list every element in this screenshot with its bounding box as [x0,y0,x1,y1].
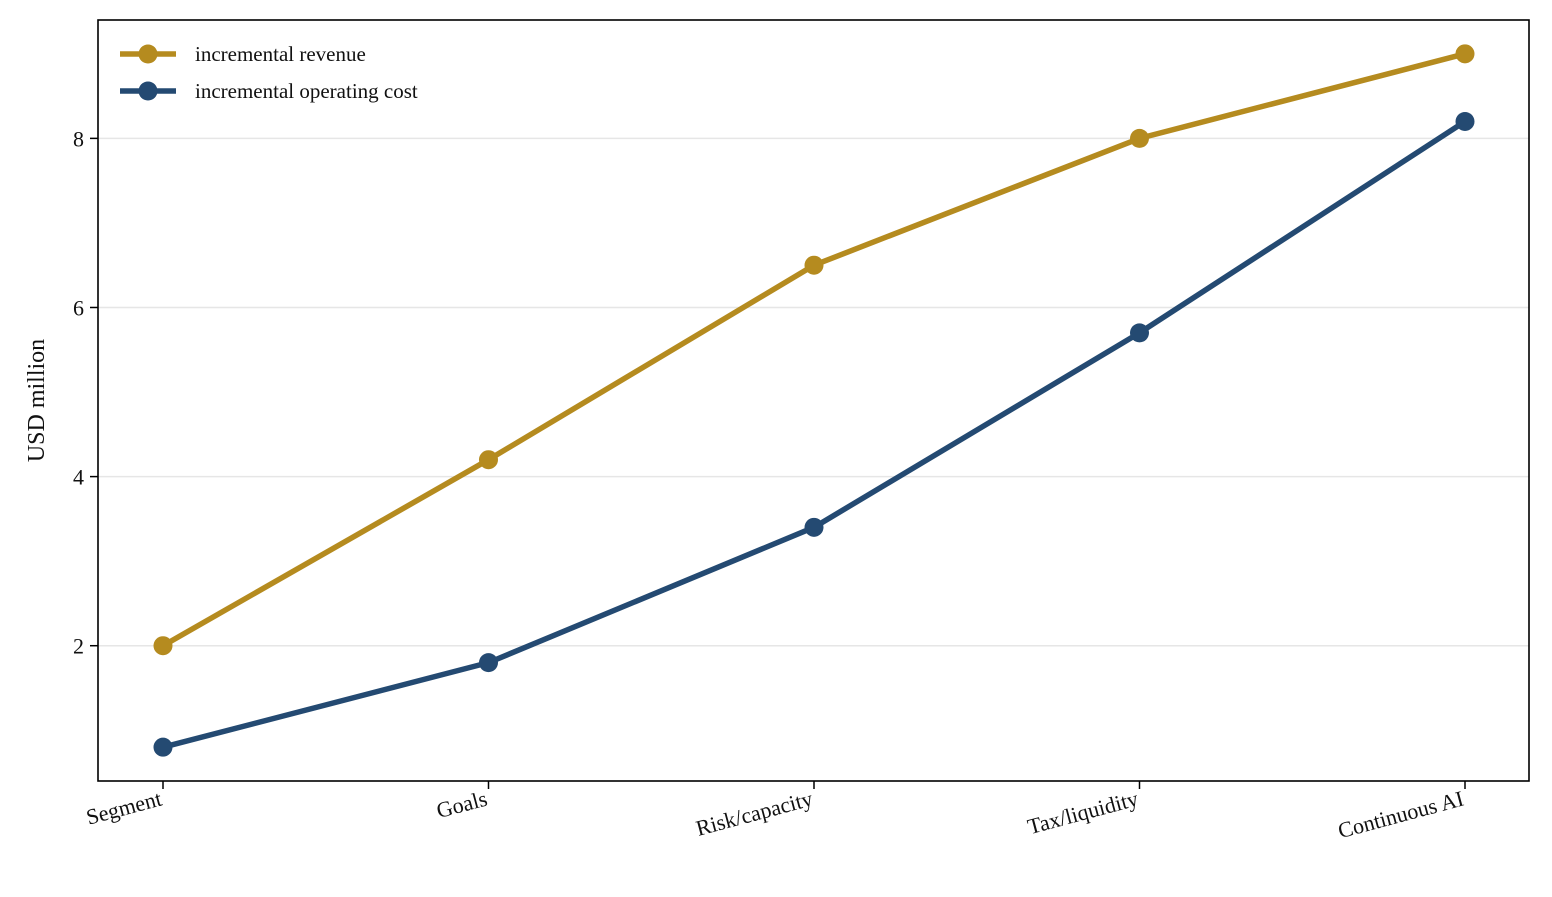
series-group [153,44,1475,757]
x-tick-label: Goals [434,786,490,823]
y-tick-label: 8 [73,126,84,151]
series-2 [153,111,1475,757]
legend-item: incremental revenue [120,42,366,66]
data-point [1455,44,1475,64]
grid-lines [98,137,1529,647]
data-point [479,450,498,470]
x-tick-label: Risk/capacity [693,786,815,841]
y-axis: 2 4 6 8 [73,126,98,659]
legend-label: incremental operating cost [195,79,418,103]
x-tick-label: Continuous AI [1335,786,1466,844]
data-point [804,517,824,537]
data-point [1130,323,1149,343]
series-line [160,118,1468,750]
legend-swatch-marker [138,44,158,64]
plot-frame [97,19,1530,782]
y-tick-label: 6 [73,295,84,320]
legend: incremental revenue incremental operating… [120,42,418,103]
legend-label: incremental revenue [195,42,366,66]
data-point [153,636,173,656]
data-point [804,255,824,275]
y-tick-label: 2 [73,634,84,659]
x-tick-label: Segment [83,786,164,830]
legend-item: incremental operating cost [120,79,418,103]
series-1 [153,44,1475,656]
y-axis-label: USD million [24,339,50,462]
data-point [479,653,498,673]
x-tick-label: Tax/liquidity [1025,786,1141,839]
data-point [153,737,173,757]
x-axis: Segment Goals Risk/capacity Tax/liquidity Co… [83,781,1466,843]
legend-swatch-marker [138,81,158,101]
y-tick-label: 4 [73,465,84,490]
data-point [1130,128,1149,148]
series-line [160,51,1468,649]
data-point [1455,111,1475,131]
